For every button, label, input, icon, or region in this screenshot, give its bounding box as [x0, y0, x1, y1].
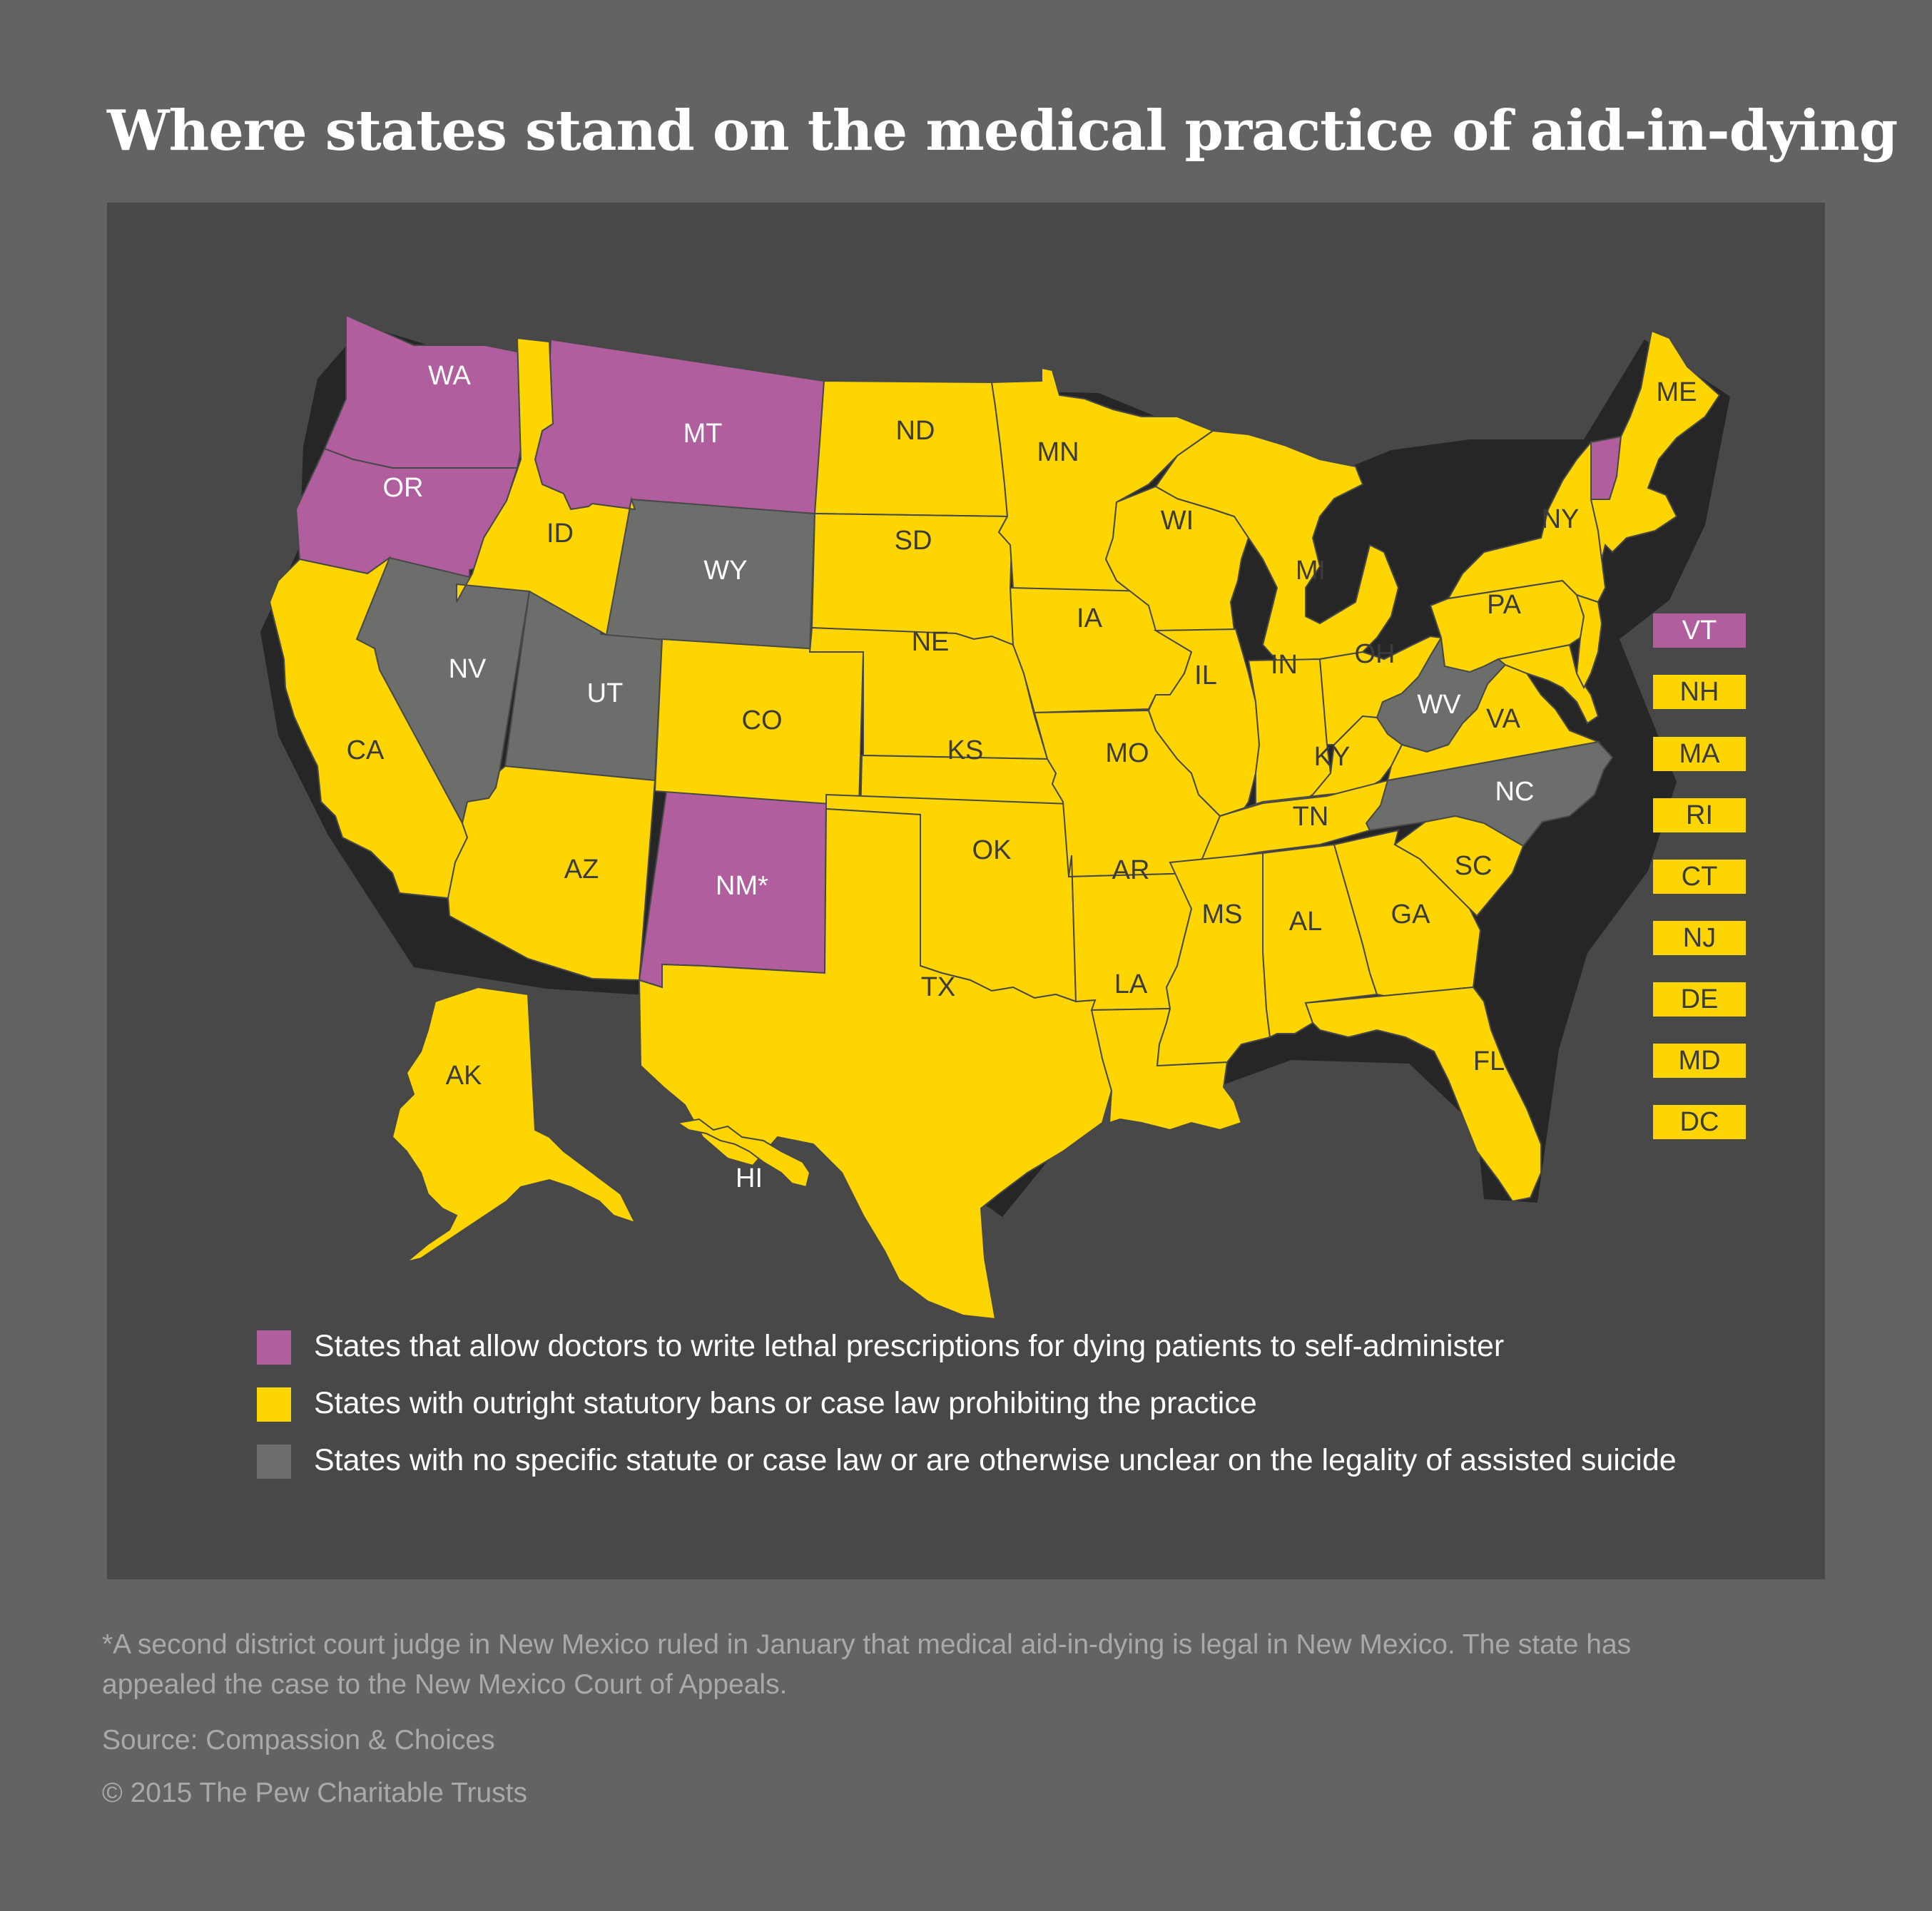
label-nd: ND: [896, 416, 935, 446]
legend-label-allow: States that allow doctors to write letha…: [314, 1329, 1505, 1363]
label-wi: WI: [1161, 506, 1194, 536]
label-la: LA: [1114, 969, 1148, 999]
label-fl: FL: [1473, 1046, 1505, 1076]
label-mt: MT: [683, 419, 723, 449]
state-ca: [268, 556, 469, 900]
map-panel: WA OR CA NV ID MT WY UT AZ CO NM* ND SD …: [107, 203, 1825, 1579]
label-ky: KY: [1314, 742, 1351, 772]
label-nm: NM*: [716, 871, 768, 901]
state-wa: [323, 314, 540, 469]
state-nd: [813, 379, 1009, 518]
label-nv: NV: [449, 654, 487, 684]
legend-swatch-unclear: [257, 1444, 291, 1479]
state-new-england: [1590, 330, 1721, 560]
label-ne: NE: [912, 627, 950, 657]
label-ny: NY: [1542, 504, 1580, 534]
state-mi: [1154, 429, 1400, 662]
legend-label-unclear: States with no specific statute or case …: [314, 1443, 1677, 1477]
source-note: Source: Compassion & Choices: [102, 1725, 495, 1755]
side-key-md: MD: [1653, 1044, 1746, 1078]
state-fl: [1304, 986, 1542, 1203]
label-wv: WV: [1417, 690, 1461, 720]
side-key-vt: VT: [1653, 613, 1746, 648]
label-wy: WY: [703, 556, 747, 586]
legend-swatch-ban: [257, 1387, 291, 1422]
copyright-note: © 2015 The Pew Charitable Trusts: [102, 1778, 527, 1808]
side-key-dc: DC: [1653, 1105, 1746, 1139]
state-nj: [1575, 593, 1603, 690]
state-id: [456, 337, 636, 636]
label-me: ME: [1657, 377, 1697, 407]
label-sc: SC: [1455, 851, 1493, 881]
us-map: WA OR CA NV ID MT WY UT AZ CO NM* ND SD …: [260, 314, 1730, 1320]
label-ia: IA: [1077, 603, 1103, 633]
side-key-ri: RI: [1653, 798, 1746, 832]
side-key-nh: NH: [1653, 675, 1746, 709]
label-pa: PA: [1487, 590, 1522, 620]
footnote-line-2: appealed the case to the New Mexico Cour…: [102, 1669, 788, 1700]
state-mt: [534, 338, 825, 515]
label-az: AZ: [564, 855, 599, 885]
label-mn: MN: [1037, 437, 1079, 467]
state-hi: [676, 1118, 811, 1188]
label-oh: OH: [1355, 639, 1395, 669]
label-co: CO: [742, 705, 783, 735]
label-ar: AR: [1112, 855, 1150, 885]
label-in: IN: [1271, 650, 1298, 680]
label-ms: MS: [1202, 900, 1243, 929]
label-ks: KS: [947, 735, 984, 765]
state-ny: [1447, 440, 1607, 603]
label-va: VA: [1486, 704, 1521, 734]
label-mo: MO: [1105, 738, 1149, 768]
side-key-de: DE: [1653, 982, 1746, 1016]
label-nc: NC: [1495, 777, 1535, 807]
label-il: IL: [1194, 661, 1217, 690]
side-key-nj: NJ: [1653, 921, 1746, 955]
state-md-de: [1496, 643, 1600, 725]
state-tx: [638, 807, 1113, 1320]
label-ut: UT: [587, 678, 624, 708]
label-sd: SD: [895, 526, 932, 556]
label-tn: TN: [1293, 802, 1329, 832]
footnote-line-1: *A second district court judge in New Me…: [102, 1629, 1632, 1660]
legend-swatch-allow: [257, 1330, 291, 1365]
label-hi: HI: [736, 1163, 763, 1193]
label-ga: GA: [1391, 900, 1431, 929]
side-key-ct: CT: [1653, 860, 1746, 894]
label-al: AL: [1289, 907, 1322, 937]
label-id: ID: [546, 519, 574, 549]
label-ak: AK: [446, 1061, 482, 1091]
label-ok: OK: [972, 835, 1012, 865]
side-key-ma: MA: [1653, 737, 1746, 771]
label-ca: CA: [347, 735, 385, 765]
state-ak: [391, 986, 636, 1263]
state-az: [447, 765, 656, 982]
page-title: Where states stand on the medical practi…: [107, 98, 1898, 163]
label-wa: WA: [428, 361, 471, 391]
state-sc: [1393, 815, 1525, 917]
label-or: OR: [383, 473, 424, 503]
label-mi: MI: [1296, 556, 1326, 586]
label-tx: TX: [921, 972, 956, 1002]
state-il: [1147, 628, 1261, 824]
legend-label-ban: States with outright statutory bans or c…: [314, 1386, 1257, 1420]
